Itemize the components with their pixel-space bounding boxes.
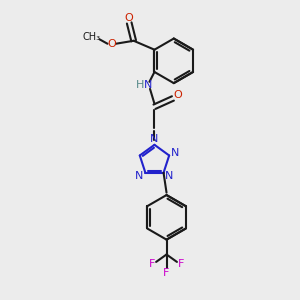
Text: F: F <box>148 259 155 269</box>
Text: CH₃: CH₃ <box>82 32 100 42</box>
Text: O: O <box>107 39 116 49</box>
Text: N: N <box>150 134 159 144</box>
Text: N: N <box>171 148 179 158</box>
Text: O: O <box>174 91 182 100</box>
Text: H: H <box>136 80 144 90</box>
Text: N: N <box>165 171 173 181</box>
Text: O: O <box>125 13 134 23</box>
Text: F: F <box>163 268 170 278</box>
Text: F: F <box>178 259 184 269</box>
Text: N: N <box>135 171 144 181</box>
Text: N: N <box>144 80 152 90</box>
